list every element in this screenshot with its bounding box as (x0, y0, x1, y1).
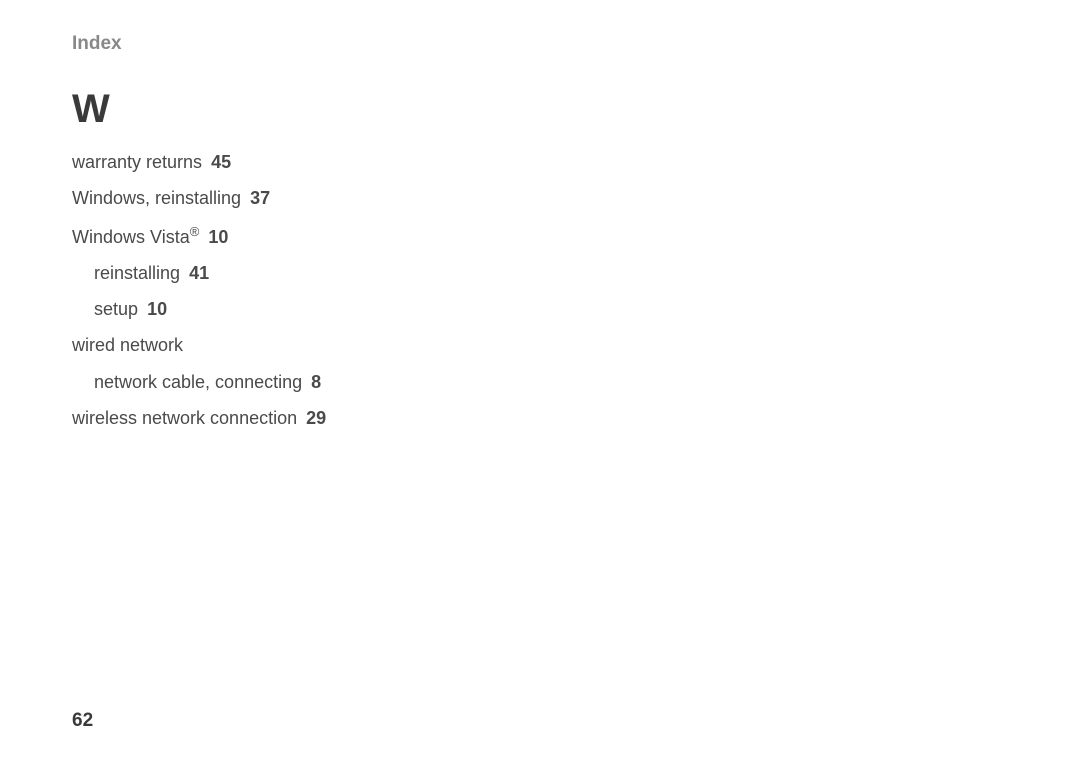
index-page: Index W warranty returns 45 Windows, rei… (0, 0, 1080, 766)
entry-label: Windows, reinstalling (72, 188, 241, 208)
entry-page: 41 (189, 263, 209, 283)
entry-label: setup (94, 299, 138, 319)
index-sub-entry: setup 10 (72, 297, 1008, 321)
index-sub-entry: reinstalling 41 (72, 261, 1008, 285)
index-sub-entry: network cable, connecting 8 (72, 370, 1008, 394)
entry-page: 29 (306, 408, 326, 428)
entry-page: 37 (250, 188, 270, 208)
index-entry: warranty returns 45 (72, 150, 1008, 174)
entry-label: wired network (72, 335, 183, 355)
index-entry: wired network (72, 333, 1008, 357)
page-header: Index (72, 33, 1008, 55)
index-entry: wireless network connection 29 (72, 406, 1008, 430)
entry-page: 10 (147, 299, 167, 319)
section-letter: W (72, 87, 1008, 132)
entry-page: 45 (211, 152, 231, 172)
entry-label: reinstalling (94, 263, 180, 283)
index-entry: Windows, reinstalling 37 (72, 186, 1008, 210)
entry-page: 8 (311, 372, 321, 392)
entry-label: network cable, connecting (94, 372, 302, 392)
entry-label: wireless network connection (72, 408, 297, 428)
entry-label: warranty returns (72, 152, 202, 172)
registered-symbol: ® (190, 224, 200, 239)
entry-page: 10 (208, 227, 228, 247)
index-entry: Windows Vista® 10 (72, 223, 1008, 249)
entry-label: Windows Vista (72, 227, 190, 247)
index-entries: warranty returns 45 Windows, reinstallin… (72, 150, 1008, 430)
page-number: 62 (72, 710, 93, 732)
